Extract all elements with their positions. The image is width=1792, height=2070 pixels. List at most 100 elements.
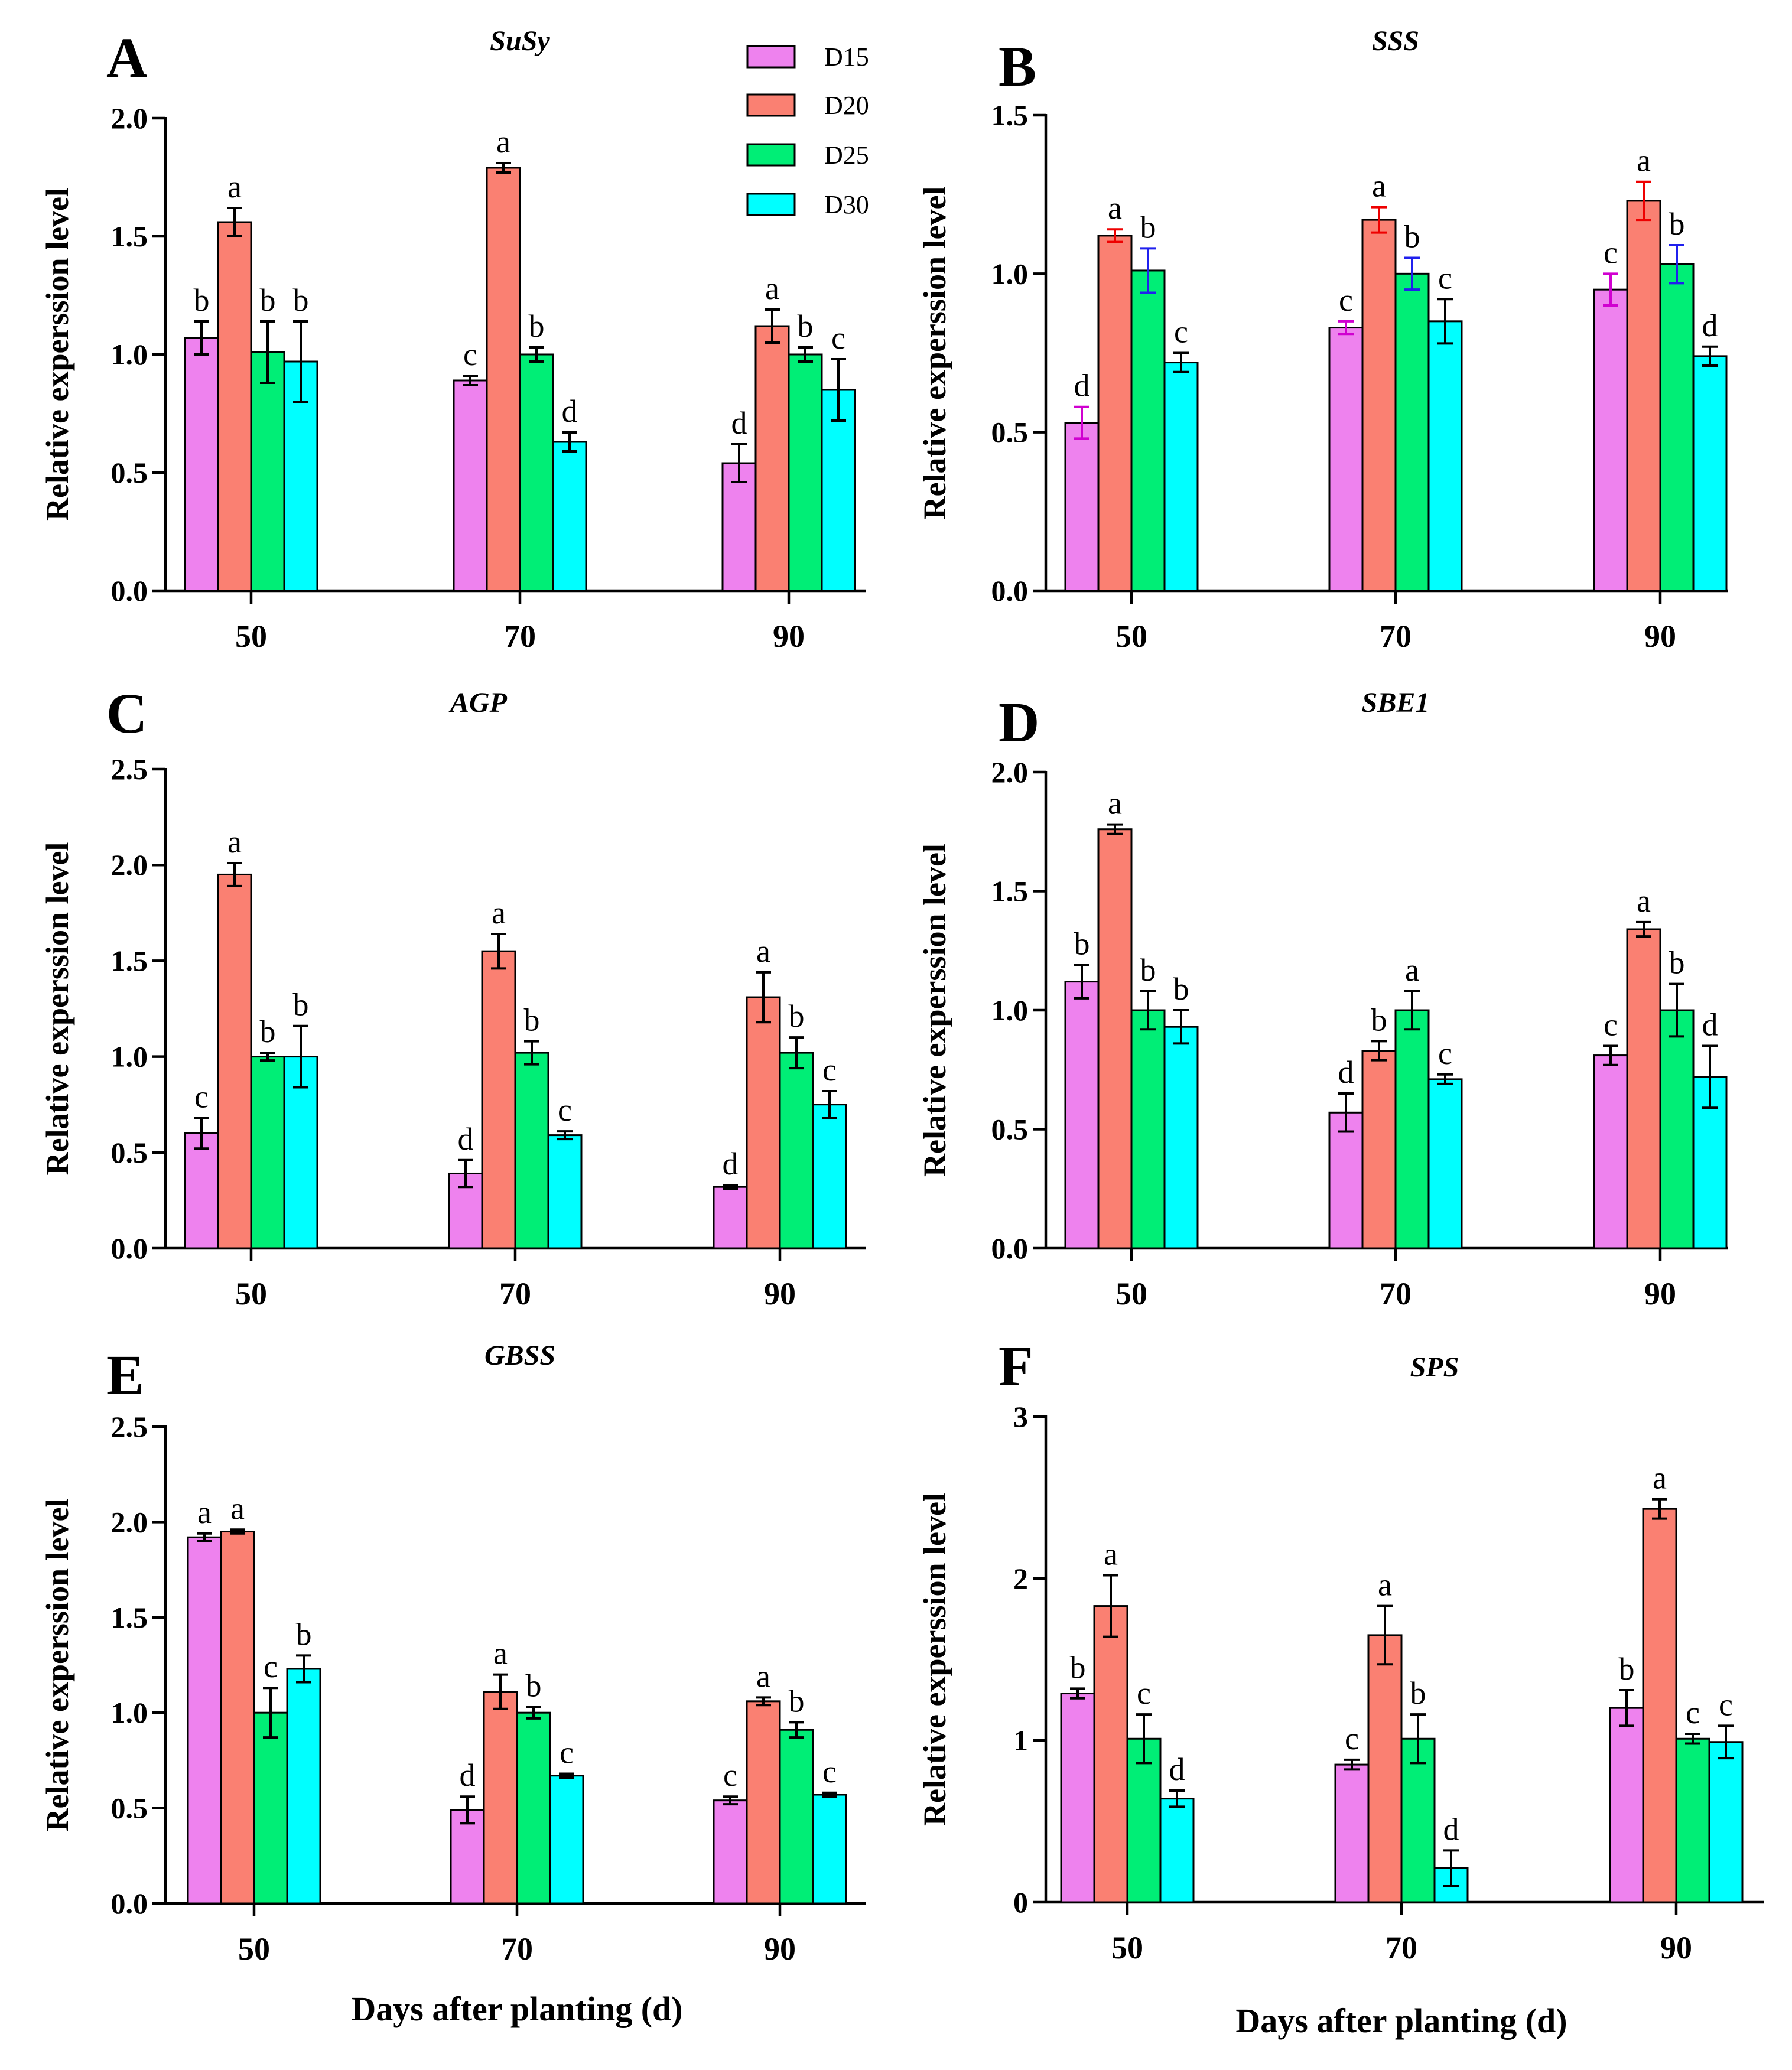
significance-letter: a [1108, 786, 1122, 821]
bar-d25-90 [1659, 1009, 1695, 1249]
bar-d15-90 [1609, 1707, 1644, 1903]
significance-letter: a [197, 1495, 212, 1530]
significance-letter: a [1108, 190, 1122, 226]
bar-d20-90 [1626, 928, 1661, 1249]
bar-d20-90 [1626, 200, 1661, 592]
significance-letter: a [227, 169, 242, 204]
bar-d30-50 [283, 1056, 318, 1249]
y-tick-label: 0.0 [991, 574, 1029, 607]
bar-d15-70 [1328, 327, 1364, 592]
x-tick-label: 90 [764, 1931, 796, 1967]
significance-letter: b [260, 1014, 276, 1049]
bar-d30-90 [821, 389, 856, 592]
bar-d30-50 [1159, 1798, 1195, 1903]
bar-d25-50 [250, 1056, 285, 1249]
bar-d15-70 [1334, 1763, 1370, 1903]
legend-label: D30 [824, 190, 869, 219]
x-tick-label: 90 [1660, 1930, 1692, 1965]
significance-letter: b [1070, 1649, 1086, 1685]
y-tick-label: 1.0 [991, 257, 1029, 290]
significance-letter: c [194, 1079, 209, 1114]
significance-letter: b [1404, 219, 1420, 255]
bar-d20-50 [1097, 828, 1133, 1249]
legend-swatch [746, 193, 796, 216]
y-tick-label: 1.5 [111, 1601, 148, 1634]
y-tick-label: 2.5 [111, 1410, 148, 1443]
x-tick-label: 70 [504, 619, 536, 654]
bar-d20-70 [486, 167, 521, 592]
legend-swatch [746, 45, 796, 69]
bar-d30-70 [1427, 320, 1463, 592]
bar-d15-90 [713, 1799, 748, 1905]
bar-d20-50 [1097, 235, 1133, 592]
significance-letter: c [558, 1092, 572, 1128]
x-tick-label: 70 [1386, 1930, 1417, 1965]
significance-letter: c [264, 1649, 278, 1684]
panel-title: AGP [448, 687, 508, 718]
significance-letter: a [496, 124, 510, 160]
panel-title: SBE1 [1362, 687, 1430, 718]
y-tick-label: 0.5 [111, 1136, 148, 1169]
bar-d30-70 [547, 1134, 583, 1249]
bar-d25-90 [1659, 263, 1695, 592]
bar-d15-90 [1593, 1054, 1628, 1249]
y-tick-label: 2.5 [111, 753, 148, 786]
x-tick-label: 50 [235, 1276, 267, 1311]
x-tick-label: 50 [1111, 1930, 1143, 1965]
bar-d20-70 [1367, 1634, 1403, 1903]
significance-letter: a [1378, 1567, 1392, 1603]
significance-letter: c [1686, 1695, 1700, 1730]
significance-letter: b [789, 998, 805, 1034]
x-tick-label: 70 [501, 1931, 533, 1967]
panel-title: SPS [1410, 1352, 1459, 1383]
y-tick-label: 1.0 [991, 994, 1029, 1027]
legend-label: D25 [824, 141, 869, 170]
significance-letter: a [227, 824, 242, 860]
significance-letter: d [1702, 308, 1718, 343]
significance-letter: d [1443, 1811, 1459, 1847]
bar-d15-50 [184, 337, 219, 592]
y-tick-label: 2.0 [111, 102, 148, 135]
significance-letter: d [1338, 1054, 1354, 1090]
significance-letter: b [1140, 952, 1156, 988]
bar-d25-90 [1675, 1737, 1710, 1903]
legend-label: D15 [824, 43, 869, 71]
significance-letter: c [723, 1757, 737, 1793]
significance-letter: b [798, 308, 814, 344]
bar-d25-50 [253, 1711, 288, 1905]
y-tick-label: 1 [1013, 1724, 1028, 1757]
legend-item-d30: D30 [746, 190, 869, 219]
bar-d15-90 [1593, 288, 1628, 592]
significance-letter: b [1669, 206, 1685, 242]
significance-letter: d [723, 1146, 739, 1182]
legend-swatch [746, 143, 796, 167]
y-tick-label: 0.0 [111, 574, 148, 607]
bar-d20-50 [217, 873, 252, 1249]
significance-letter: a [756, 1658, 770, 1694]
significance-letter: c [1339, 282, 1353, 318]
panel-title: SuSy [490, 25, 550, 57]
y-tick-label: 0.5 [111, 1792, 148, 1825]
significance-letter: a [1104, 1537, 1118, 1572]
significance-letter: d [1702, 1007, 1718, 1042]
significance-letter: b [1410, 1675, 1426, 1711]
y-axis-label: Relative experssion level [917, 1493, 952, 1826]
bar-d30-90 [812, 1794, 847, 1905]
panel-letter: A [106, 26, 147, 89]
significance-letter: a [492, 895, 506, 930]
significance-letter: c [1438, 260, 1452, 295]
y-tick-label: 1.0 [111, 1696, 148, 1729]
bar-d20-50 [1093, 1605, 1128, 1903]
y-tick-label: 0.0 [111, 1887, 148, 1920]
significance-letter: b [529, 308, 545, 344]
bar-d25-70 [514, 1052, 549, 1249]
significance-letter: a [1637, 883, 1651, 919]
bar-d15-70 [1328, 1111, 1364, 1249]
bar-d25-70 [1394, 272, 1430, 592]
x-tick-label: 90 [773, 619, 805, 654]
y-tick-label: 2.0 [111, 848, 148, 881]
panel-letter: D [999, 691, 1039, 754]
bar-d25-70 [516, 1711, 551, 1905]
y-tick-label: 1.0 [111, 1040, 148, 1073]
